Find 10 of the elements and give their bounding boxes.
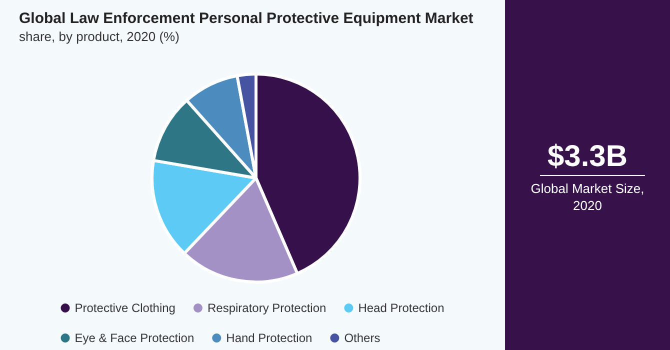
chart-title: Global Law Enforcement Personal Protective Equipment Market [19, 10, 474, 27]
legend-label: Eye & Face Protection [74, 331, 194, 345]
chart-subtitle: share, by product, 2020 (%) [19, 29, 180, 44]
text: Global Market Size, 2020 [530, 180, 645, 214]
legend-label: Respiratory Protection [207, 301, 326, 315]
text: $3.3B [546, 140, 629, 174]
legend-label: Head Protection [358, 301, 444, 315]
legend-label: Others [344, 331, 380, 345]
legend-label: Protective Clothing [74, 301, 176, 315]
legend-label: Hand Protection [226, 331, 312, 345]
